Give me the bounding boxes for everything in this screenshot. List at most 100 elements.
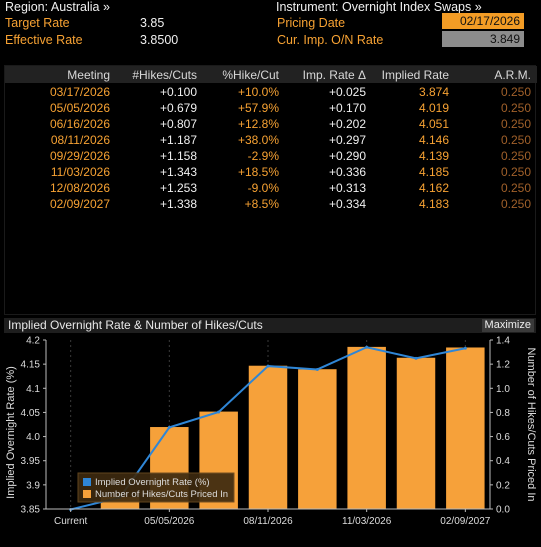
legend-swatch-bar xyxy=(83,490,91,498)
cell-arm: 0.250 xyxy=(500,165,531,179)
cell-pct-hike-cut: +8.5% xyxy=(244,197,279,211)
cell-pct-hike-cut: +57.9% xyxy=(237,101,279,115)
cell-imp-rate-delta: +0.313 xyxy=(328,181,366,195)
cell-implied-rate: 4.019 xyxy=(418,101,449,115)
cur-imp-rate-value: 3.849 xyxy=(442,31,524,47)
cell-imp-rate-delta: +0.336 xyxy=(328,165,366,179)
effective-rate-label: Effective Rate xyxy=(5,33,83,47)
line-point xyxy=(365,345,369,349)
column-header-meeting[interactable]: Meeting xyxy=(67,68,110,82)
column-header-arm[interactable]: A.R.M. xyxy=(494,68,531,82)
left-tick-label: 3.9 xyxy=(26,480,40,491)
cell-pct-hike-cut: -9.0% xyxy=(247,181,279,195)
cell-implied-rate: 4.139 xyxy=(418,149,449,163)
right-tick-label: 0.4 xyxy=(496,456,510,467)
effective-rate-value: 3.8500 xyxy=(140,33,179,47)
table-row[interactable]: 11/03/2026 +1.343 +18.5% +0.336 4.185 0.250 xyxy=(5,164,537,180)
cell-pct-hike-cut: +18.5% xyxy=(237,165,279,179)
cell-pct-hike-cut: -2.9% xyxy=(247,149,279,163)
cell-imp-rate-delta: +0.202 xyxy=(328,117,366,131)
cell-implied-rate: 4.146 xyxy=(418,133,449,147)
line-point xyxy=(167,425,171,429)
left-tick-label: 4.1 xyxy=(26,384,40,395)
pricing-date-input[interactable]: 02/17/2026 xyxy=(442,13,524,29)
table-row[interactable]: 08/11/2026 +1.187 +38.0% +0.297 4.146 0.250 xyxy=(5,132,537,148)
region-selector[interactable]: Region: Australia » xyxy=(5,0,110,14)
table-row[interactable]: 12/08/2026 +1.253 -9.0% +0.313 4.162 0.250 xyxy=(5,180,537,196)
cell-pct-hike-cut: +38.0% xyxy=(237,133,279,147)
column-header-hikes-cuts[interactable]: #Hikes/Cuts xyxy=(132,68,197,82)
x-tick-label: 02/09/2027 xyxy=(440,516,490,527)
cell-meeting-date: 12/08/2026 xyxy=(49,181,110,195)
cell-hikes-cuts: +1.187 xyxy=(159,133,197,147)
cell-meeting-date: 11/03/2026 xyxy=(50,165,110,179)
right-tick-label: 1.4 xyxy=(496,336,510,347)
left-tick-label: 4.2 xyxy=(26,336,40,347)
chart-header: Implied Overnight Rate & Number of Hikes… xyxy=(4,318,536,333)
cell-arm: 0.250 xyxy=(500,149,531,163)
cell-implied-rate: 3.874 xyxy=(418,85,449,99)
x-tick-label: Current xyxy=(54,516,88,527)
bar xyxy=(248,365,288,509)
cell-implied-rate: 4.185 xyxy=(418,165,449,179)
cell-meeting-date: 09/29/2026 xyxy=(49,149,110,163)
line-point xyxy=(414,356,418,360)
line-point xyxy=(463,346,467,350)
cell-imp-rate-delta: +0.290 xyxy=(328,149,366,163)
target-rate-label: Target Rate xyxy=(5,16,70,30)
cell-pct-hike-cut: +12.8% xyxy=(237,117,279,131)
cell-implied-rate: 4.162 xyxy=(418,181,449,195)
left-tick-label: 4.05 xyxy=(21,408,41,419)
table-row[interactable]: 03/17/2026 +0.100 +10.0% +0.025 3.874 0.250 xyxy=(5,84,537,100)
column-header-imp-rate-delta[interactable]: Imp. Rate Δ xyxy=(302,68,366,82)
right-tick-label: 0.6 xyxy=(496,432,510,443)
cell-hikes-cuts: +0.679 xyxy=(159,101,197,115)
legend-label-bar: Number of Hikes/Cuts Priced In xyxy=(95,489,228,500)
cell-meeting-date: 05/05/2026 xyxy=(49,101,110,115)
bar xyxy=(396,357,436,509)
left-tick-label: 4.15 xyxy=(21,360,41,371)
cell-imp-rate-delta: +0.170 xyxy=(328,101,366,115)
column-header-implied-rate[interactable]: Implied Rate xyxy=(381,68,449,82)
left-tick-label: 3.85 xyxy=(21,505,41,516)
right-tick-label: 0.8 xyxy=(496,408,510,419)
cell-arm: 0.250 xyxy=(500,117,531,131)
instrument-selector[interactable]: Instrument: Overnight Index Swaps » xyxy=(276,0,482,14)
implied-rate-chart: 4.2 4.15 4.1 4.05 4.0 3.95 3.9 3.85 1.4 1.2 1.0 0.8… xyxy=(5,336,537,528)
cell-imp-rate-delta: +0.297 xyxy=(328,133,366,147)
bar xyxy=(446,347,485,509)
bar xyxy=(298,369,337,509)
line-point xyxy=(217,410,221,414)
table-row[interactable]: 09/29/2026 +1.158 -2.9% +0.290 4.139 0.250 xyxy=(5,148,537,164)
left-tick-label: 3.95 xyxy=(21,456,41,467)
cell-arm: 0.250 xyxy=(500,85,531,99)
line-point xyxy=(315,367,319,371)
cell-meeting-date: 03/17/2026 xyxy=(49,85,110,99)
left-tick-label: 4.0 xyxy=(26,432,40,443)
bar xyxy=(347,346,386,509)
cur-imp-rate-label: Cur. Imp. O/N Rate xyxy=(277,33,384,47)
cell-hikes-cuts: +0.100 xyxy=(159,85,197,99)
x-tick-label: 05/05/2026 xyxy=(144,516,194,527)
cell-hikes-cuts: +1.338 xyxy=(159,197,197,211)
cell-arm: 0.250 xyxy=(500,181,531,195)
table-row[interactable]: 02/09/2027 +1.338 +8.5% +0.334 4.183 0.250 xyxy=(5,196,537,212)
right-axis-title: Number of Hikes/Cuts Priced In xyxy=(525,347,537,501)
left-axis-title: Implied Overnight Rate (%) xyxy=(5,366,17,499)
cell-meeting-date: 06/16/2026 xyxy=(49,117,110,131)
cell-arm: 0.250 xyxy=(500,133,531,147)
cell-meeting-date: 02/09/2027 xyxy=(49,197,110,211)
cell-pct-hike-cut: +10.0% xyxy=(237,85,279,99)
chart-title: Implied Overnight Rate & Number of Hikes… xyxy=(8,318,263,332)
legend-swatch-line xyxy=(83,478,91,486)
header-panel: Region: Australia » Target Rate 3.85 Eff… xyxy=(0,0,541,62)
chart-area: 4.2 4.15 4.1 4.05 4.0 3.95 3.9 3.85 1.4 1.2 1.0 0.8… xyxy=(0,333,541,547)
right-tick-label: 1.2 xyxy=(496,360,510,371)
right-tick-label: 0.0 xyxy=(496,505,510,516)
table-header: Meeting #Hikes/Cuts %Hike/Cut Imp. Rate … xyxy=(5,66,537,83)
meetings-table: Meeting #Hikes/Cuts %Hike/Cut Imp. Rate … xyxy=(4,65,537,315)
column-header-pct-hike-cut[interactable]: %Hike/Cut xyxy=(222,68,279,82)
table-row[interactable]: 05/05/2026 +0.679 +57.9% +0.170 4.019 0.250 xyxy=(5,100,537,116)
maximize-button[interactable]: Maximize xyxy=(481,319,534,332)
table-row[interactable]: 06/16/2026 +0.807 +12.8% +0.202 4.051 0.250 xyxy=(5,116,537,132)
